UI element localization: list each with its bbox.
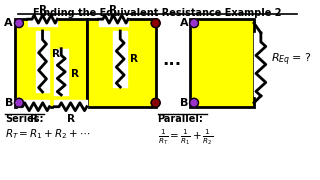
Bar: [15, 19, 87, 107]
Text: B: B: [5, 98, 13, 108]
Text: $\frac{1}{R_T} = \frac{1}{R_1} + \frac{1}{R_2}$: $\frac{1}{R_T} = \frac{1}{R_1} + \frac{1…: [158, 127, 213, 147]
Text: R: R: [67, 114, 75, 124]
Text: R: R: [130, 54, 138, 64]
Text: R: R: [71, 69, 79, 79]
Text: A: A: [4, 18, 13, 28]
Text: R: R: [109, 5, 117, 15]
Text: Series:: Series:: [5, 114, 44, 124]
Text: Parallel:: Parallel:: [158, 114, 204, 124]
Circle shape: [14, 98, 23, 107]
Text: B: B: [180, 98, 188, 108]
Circle shape: [189, 19, 198, 28]
Text: $R_T = R_1 + R_2 + \cdots$: $R_T = R_1 + R_2 + \cdots$: [5, 127, 91, 141]
Bar: [87, 19, 156, 107]
Text: ...: ...: [163, 51, 182, 69]
Text: R: R: [52, 49, 60, 59]
Text: R: R: [38, 5, 46, 15]
Circle shape: [151, 19, 160, 28]
Text: A: A: [180, 18, 188, 28]
Text: Finding the Equivalent Resistance Example 2: Finding the Equivalent Resistance Exampl…: [33, 8, 282, 18]
Circle shape: [14, 19, 23, 28]
Circle shape: [151, 98, 160, 107]
Circle shape: [189, 98, 198, 107]
Bar: [190, 19, 254, 107]
Text: $R_{Eq}=\,?$: $R_{Eq}=\,?$: [271, 51, 311, 68]
Text: R: R: [30, 114, 38, 124]
